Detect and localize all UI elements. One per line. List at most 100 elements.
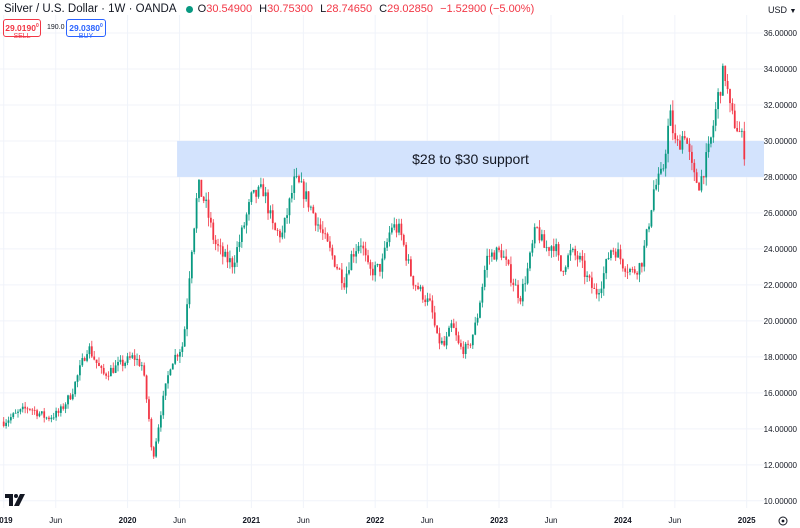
candle-body [526,268,529,284]
ohlc-open: 30.54900 [206,3,253,15]
candle-body [362,245,365,249]
candle-body [321,229,324,234]
candle-body [521,283,524,302]
candle-body [524,283,527,285]
candle-body [93,356,96,360]
candle-body [593,287,596,289]
symbol-title[interactable]: Silver / U.S. Dollar · 1W · OANDA [4,3,177,15]
candle-body [741,130,743,132]
y-tick-label: 14.00000 [764,425,798,434]
candle-body [743,130,746,160]
candle-body [324,233,327,235]
buy-button[interactable]: 29.03800 BUY [66,19,106,40]
candle-body [457,335,460,344]
candle-body [262,184,265,197]
x-tick-label: 2020 [119,516,137,525]
buy-price-sup: 0 [99,23,103,29]
candle-body [117,361,119,366]
candle-body [50,417,53,420]
candle-body [231,258,234,268]
candle-body [12,413,15,418]
candle-body [371,268,374,276]
candle-body [421,286,424,300]
candle-body [145,375,148,400]
candle-body [398,223,400,233]
candle-body [133,355,136,360]
ohlc-change: −1.52900 (−5.00%) [440,3,535,15]
candle-body [67,395,69,405]
candle-body [429,298,431,301]
candle-body [460,343,462,347]
candle-body [288,198,291,216]
candle-body [452,323,455,328]
candle-body [390,227,393,233]
candle-body [209,217,212,223]
candle-body [250,192,253,203]
candle-body [279,230,281,238]
candle-body [571,248,574,251]
candle-body [612,250,615,252]
buy-label: BUY [78,32,94,40]
candle-body [336,266,338,269]
candle-body [431,300,434,313]
y-tick-label: 24.00000 [764,245,798,254]
settings-icon[interactable] [778,516,788,526]
candle-body [174,354,177,364]
candle-body [305,191,308,200]
candle-body [643,245,646,267]
candle-body [264,192,267,197]
candle-body [121,359,124,366]
sell-price-sup: 0 [35,23,39,29]
currency-label: USD [768,5,788,15]
candle-body [674,133,677,140]
spread-value: 190.0 [47,24,65,31]
candle-body [471,334,474,346]
candle-body [150,419,153,448]
candle-body [326,233,329,242]
candle-body [193,228,196,252]
sell-button[interactable]: 29.01900 SELL [3,19,41,40]
candle-body [412,275,415,286]
y-tick-label: 30.00000 [764,137,798,146]
candle-body [507,259,510,265]
candle-body [126,356,129,363]
candle-body [543,234,546,248]
x-tick-label: Jun [545,516,558,525]
candle-body [376,264,379,266]
candle-body [138,358,141,367]
candle-body [469,344,472,346]
candle-body [679,140,681,150]
candle-body [562,270,565,272]
candle-body [71,394,74,400]
candle-body [7,420,10,423]
candle-body [367,255,369,263]
y-tick-label: 34.00000 [764,65,798,74]
x-tick-label: Jun [297,516,310,525]
candle-body [88,346,91,355]
candle-body [55,410,58,418]
candle-body [671,110,674,134]
candle-body [686,138,689,144]
candle-body [569,250,572,256]
candle-body [495,247,498,260]
candle-body [83,358,86,361]
candle-body [221,246,224,257]
candle-body [498,247,500,251]
x-tick-label: Jun [668,516,681,525]
tradingview-logo-icon [5,494,25,506]
candle-body [690,151,693,163]
candle-body [400,223,403,236]
currency-selector[interactable]: USD ▼ [768,5,796,15]
candle-body [14,412,17,414]
candle-body [510,264,512,283]
candle-body [426,298,429,303]
candle-body [109,367,112,377]
candle-body [657,173,660,185]
candle-body [252,189,255,193]
candle-body [395,224,398,233]
candle-body [729,89,731,104]
candle-body [219,245,222,247]
candle-body [38,413,41,417]
candle-body [540,234,543,241]
